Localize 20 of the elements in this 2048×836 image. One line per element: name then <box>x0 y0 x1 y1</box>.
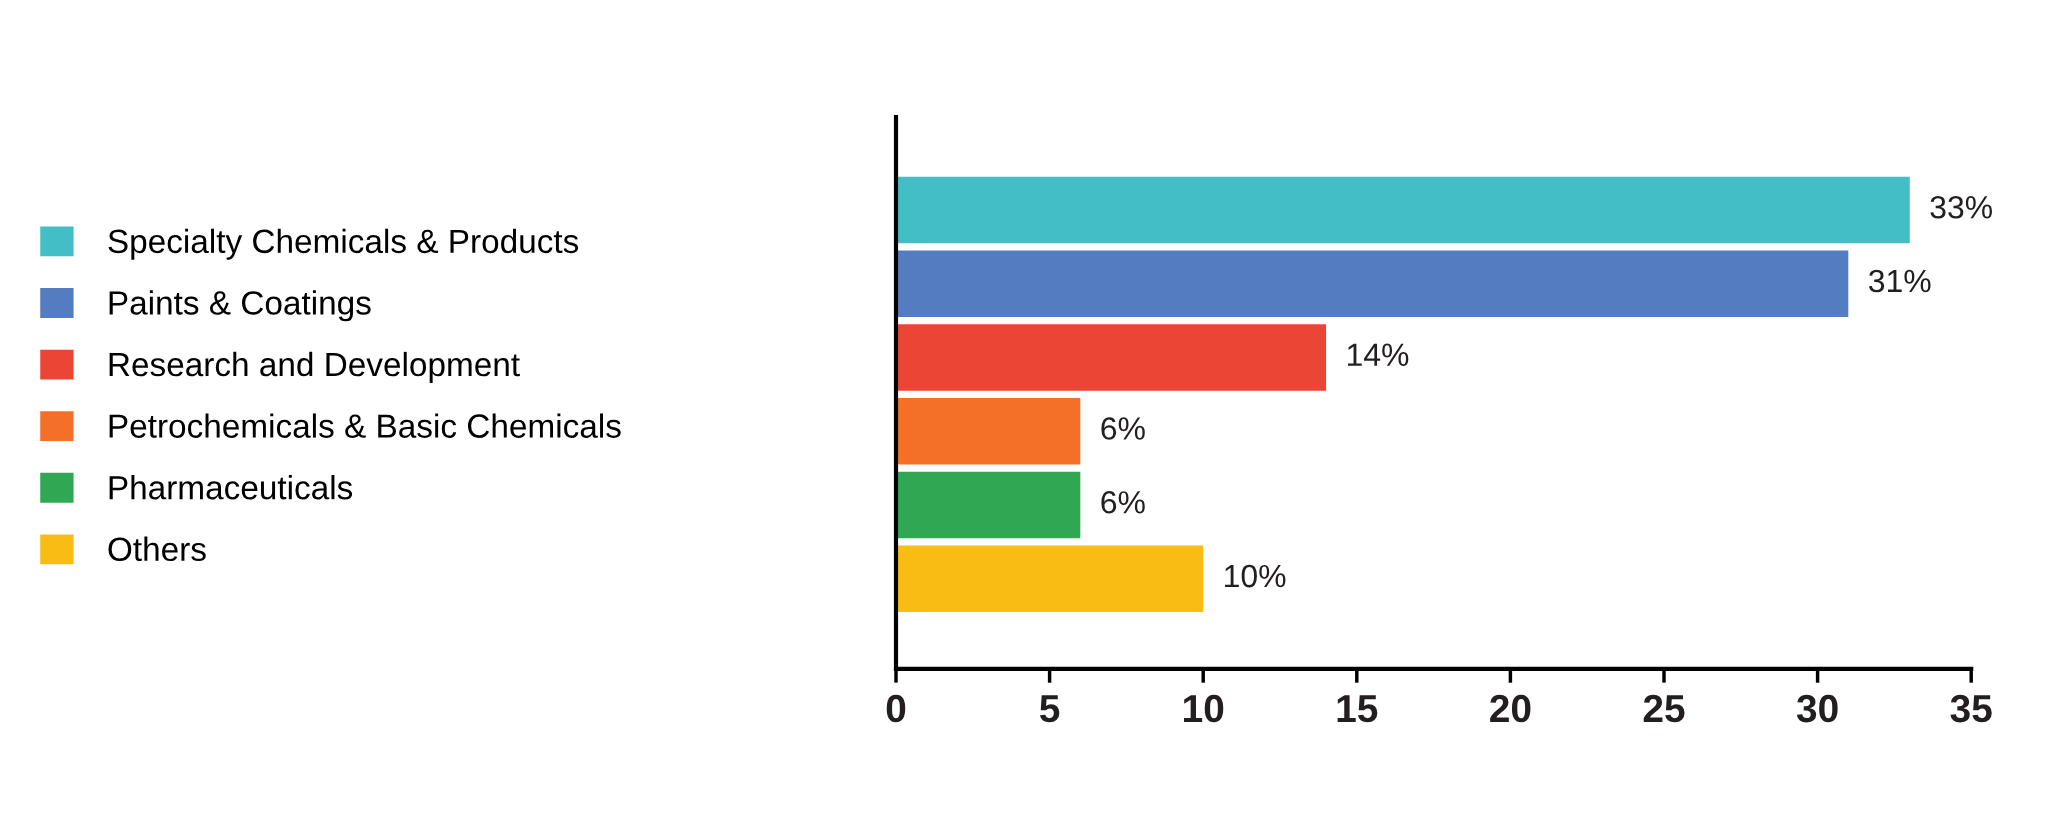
x-tick-label: 5 <box>1039 695 1060 723</box>
data-label: 14% <box>1347 343 1409 366</box>
legend-label: Pharmaceuticals <box>109 475 353 500</box>
legend-label: Paints & Coatings <box>109 290 371 322</box>
x-tick-label: 10 <box>1184 694 1224 723</box>
x-tick-label: 25 <box>1643 694 1685 723</box>
x-tick-label: 20 <box>1490 694 1531 723</box>
legend-label: Research and Development <box>109 351 520 383</box>
x-tick-label: 35 <box>1950 694 1992 723</box>
legend-label: Specialty Chemicals & Products <box>108 228 579 260</box>
x-tick-label: 30 <box>1796 694 1838 723</box>
data-label: 31% <box>1868 269 1931 293</box>
data-label: 6% <box>1101 417 1145 440</box>
legend-label: Petrochemicals & Basic Chemicals <box>109 413 621 438</box>
legend-label: Others <box>108 536 206 562</box>
x-tick-label: 0 <box>886 694 906 723</box>
data-label: 33% <box>1930 195 1992 219</box>
x-tick-label: 15 <box>1337 695 1378 723</box>
data-label: 6% <box>1101 491 1145 514</box>
data-label: 10% <box>1225 564 1286 588</box>
